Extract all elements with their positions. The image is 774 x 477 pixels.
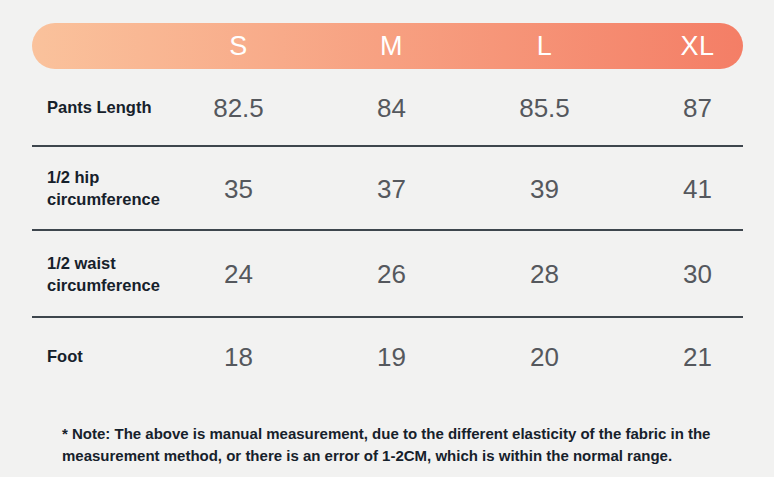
size-column-header-xl: XL (621, 31, 774, 62)
cell-value: 82.5 (162, 93, 315, 124)
cell-value: 37 (315, 174, 468, 205)
cell-value: 20 (468, 342, 621, 373)
size-column-header-l: L (468, 31, 621, 62)
table-row-hip-circumference: 1/2 hip circumference 35 37 39 41 (32, 147, 774, 231)
cell-value: 26 (315, 259, 468, 290)
measurement-note: * Note: The above is manual measurement,… (62, 423, 744, 467)
row-label: 1/2 hip circumference (32, 167, 162, 211)
size-header-bar: S M L XL (32, 23, 774, 69)
cell-value: 35 (162, 174, 315, 205)
table-row-pants-length: Pants Length 82.5 84 85.5 87 (32, 69, 774, 147)
cell-value: 41 (621, 174, 774, 205)
row-label: 1/2 waist circumference (32, 253, 162, 297)
table-row-foot: Foot 18 19 20 21 (32, 318, 774, 396)
row-label: Pants Length (32, 97, 162, 119)
cell-value: 30 (621, 259, 774, 290)
cell-value: 24 (162, 259, 315, 290)
cell-value: 19 (315, 342, 468, 373)
size-column-header-s: S (162, 31, 315, 62)
cell-value: 21 (621, 342, 774, 373)
cell-value: 28 (468, 259, 621, 290)
cell-value: 85.5 (468, 93, 621, 124)
size-chart: S M L XL Pants Length 82.5 84 85.5 87 1/… (0, 0, 774, 477)
row-label: Foot (32, 346, 162, 368)
cell-value: 87 (621, 93, 774, 124)
cell-value: 39 (468, 174, 621, 205)
cell-value: 84 (315, 93, 468, 124)
cell-value: 18 (162, 342, 315, 373)
size-column-header-m: M (315, 31, 468, 62)
table-row-waist-circumference: 1/2 waist circumference 24 26 28 30 (32, 231, 774, 318)
size-chart-table: S M L XL Pants Length 82.5 84 85.5 87 1/… (32, 23, 774, 467)
